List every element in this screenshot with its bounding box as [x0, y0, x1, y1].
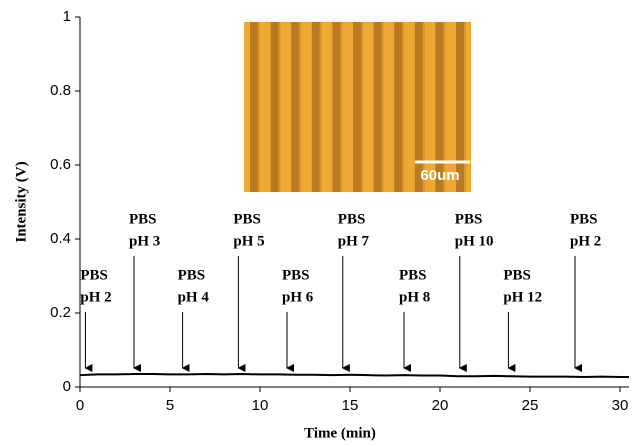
- inset-stripe: [270, 22, 279, 192]
- annotation-label: PBS: [129, 211, 157, 227]
- annotation-label: pH 4: [178, 289, 210, 305]
- y-tick-label: 0.4: [50, 230, 71, 247]
- annotation-label: pH 2: [80, 289, 111, 305]
- inset-stripe: [394, 22, 403, 192]
- inset-stripe: [353, 22, 361, 192]
- x-tick-label: 0: [76, 397, 84, 414]
- inset-edge: [464, 22, 466, 192]
- annotation-label: pH 3: [129, 233, 160, 249]
- inset-edge: [402, 22, 405, 192]
- inset-edge: [381, 22, 384, 192]
- annotation-label: PBS: [399, 267, 427, 283]
- inset-edge: [443, 22, 446, 192]
- x-tick-label: 15: [342, 397, 359, 414]
- inset-stripe: [250, 22, 258, 192]
- inset-edge: [319, 22, 322, 192]
- inset-edge: [278, 22, 281, 192]
- annotation-label: pH 2: [570, 233, 601, 249]
- inset-stripe: [332, 22, 341, 192]
- annotation-label: PBS: [338, 211, 366, 227]
- annotation-label: PBS: [178, 267, 206, 283]
- inset-edge: [361, 22, 363, 192]
- x-tick-label: 30: [612, 397, 629, 414]
- x-tick-label: 10: [252, 397, 269, 414]
- data-line: [79, 373, 629, 379]
- inset-edge: [299, 22, 302, 192]
- annotation-label: PBS: [282, 267, 310, 283]
- inset-stripe: [311, 22, 320, 192]
- inset-stripe: [414, 22, 423, 192]
- y-tick-label: 0.6: [50, 156, 71, 173]
- inset-stripe: [435, 22, 444, 192]
- inset-edge: [340, 22, 343, 192]
- inset-image: 60um: [244, 22, 471, 192]
- x-tick-label: 5: [166, 397, 174, 414]
- scale-label: 60um: [420, 167, 459, 184]
- x-tick-label: 20: [432, 397, 449, 414]
- annotation-label: pH 5: [233, 233, 264, 249]
- inset-stripe: [456, 22, 464, 192]
- annotation-label: pH 6: [282, 289, 314, 305]
- annotation-label: pH 10: [455, 233, 494, 249]
- annotation-label: pH 8: [399, 289, 430, 305]
- y-axis-title: Intensity (V): [13, 161, 29, 242]
- annotation-label: PBS: [455, 211, 483, 227]
- annotation-label: pH 12: [503, 289, 542, 305]
- y-tick-label: 0.8: [50, 82, 71, 99]
- inset-stripe: [291, 22, 300, 192]
- annotation-label: pH 7: [338, 233, 370, 249]
- x-tick-label: 25: [522, 397, 539, 414]
- annotation-label: PBS: [570, 211, 598, 227]
- inset-edge: [258, 22, 260, 192]
- y-tick-label: 0.2: [50, 304, 71, 321]
- annotation-label: PBS: [503, 267, 531, 283]
- inset-edge: [422, 22, 425, 192]
- annotation-label: PBS: [233, 211, 261, 227]
- x-axis-title: Time (min): [304, 425, 376, 441]
- y-tick-label: 1: [63, 8, 71, 25]
- inset-stripe: [373, 22, 382, 192]
- y-tick-label: 0: [63, 378, 71, 395]
- annotation-label: PBS: [80, 267, 108, 283]
